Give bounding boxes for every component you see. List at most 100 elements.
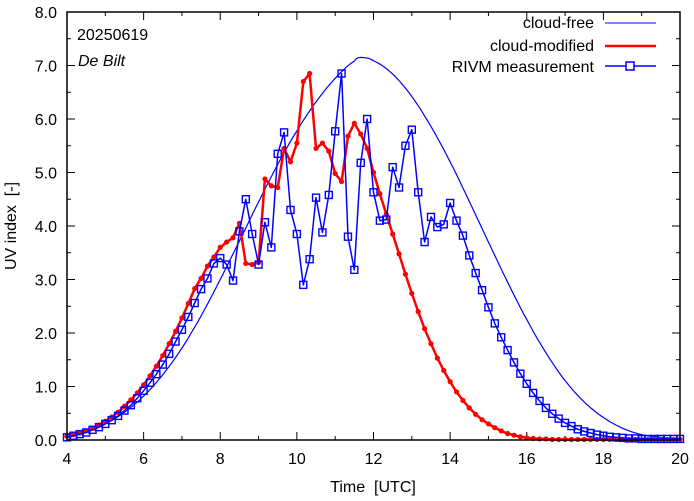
x-tick-label: 16 <box>518 451 536 468</box>
y-tick-label: 1.0 <box>35 380 57 397</box>
rivm-measurement-point <box>120 406 129 415</box>
rivm-measurement-point <box>343 232 353 241</box>
cloud-modified-point <box>524 435 530 441</box>
cloud-modified-point <box>338 178 345 185</box>
cloud-modified-point <box>211 254 217 260</box>
x-tick-label: 4 <box>63 451 72 468</box>
rivm-measurement-point <box>145 378 155 387</box>
rivm-measurement-point <box>254 260 263 269</box>
cloud-modified-point <box>172 328 179 334</box>
legend-marker-rivm-measurement <box>625 61 635 71</box>
y-tick-label: 7.0 <box>35 59 57 76</box>
rivm-measurement-point <box>203 274 212 283</box>
y-tick-label: 0.0 <box>35 433 57 450</box>
rivm-measurement-point <box>216 253 225 263</box>
cloud-modified-point <box>492 425 498 431</box>
rivm-measurement-point <box>299 280 308 290</box>
cloud-modified-point <box>447 379 453 385</box>
rivm-measurement-point <box>324 190 334 200</box>
rivm-measurement-point <box>528 388 538 398</box>
series-line-cloud-free <box>66 56 681 440</box>
y-tick-label: 4.0 <box>35 219 57 236</box>
rivm-measurement-point <box>388 162 397 172</box>
cloud-modified-point <box>434 355 440 361</box>
cloud-modified-point <box>243 260 249 267</box>
rivm-measurement-point <box>445 198 455 208</box>
x-tick-label: 20 <box>671 451 689 468</box>
cloud-modified-point <box>421 326 428 332</box>
cloud-modified-point <box>275 184 281 191</box>
rivm-measurement-point <box>535 396 544 406</box>
rivm-measurement-point <box>273 149 282 158</box>
cloud-modified-point <box>198 275 204 282</box>
rivm-measurement-point <box>152 369 161 379</box>
cloud-modified-point <box>141 382 147 388</box>
rivm-measurement-point <box>439 220 448 229</box>
series-layer <box>62 56 685 444</box>
rivm-measurement-point <box>458 231 468 240</box>
y-tick-label: 3.0 <box>35 273 57 290</box>
rivm-measurement-point <box>497 333 506 342</box>
cloud-modified-point <box>332 170 338 177</box>
cloud-modified-point <box>268 183 274 189</box>
cloud-modified-point <box>294 140 300 146</box>
cloud-modified-point <box>147 373 153 379</box>
rivm-measurement-point <box>286 205 295 215</box>
rivm-measurement-point <box>465 251 474 260</box>
rivm-measurement-point <box>490 319 500 328</box>
x-tick-label: 18 <box>594 451 612 468</box>
cloud-modified-point <box>441 367 447 374</box>
rivm-measurement-point <box>350 265 359 275</box>
rivm-measurement-point <box>164 349 174 359</box>
cloud-modified-point <box>390 231 396 237</box>
rivm-measurement-point <box>241 195 250 204</box>
rivm-measurement-point <box>407 125 417 134</box>
rivm-measurement-point <box>107 416 116 425</box>
date-annotation: 20250619 <box>77 27 148 44</box>
cloud-modified-point <box>307 70 313 77</box>
cloud-modified-point <box>224 239 230 245</box>
rivm-measurement-point <box>509 358 519 367</box>
rivm-measurement-point <box>311 193 321 202</box>
rivm-measurement-point <box>484 303 493 312</box>
cloud-modified-point <box>192 285 198 292</box>
rivm-measurement-point <box>158 360 167 369</box>
cloud-modified-point <box>166 341 172 347</box>
cloud-modified-point <box>287 159 294 165</box>
rivm-measurement-point <box>554 414 563 423</box>
legend-label-rivm-measurement: RIVM measurement <box>452 59 595 76</box>
legend: cloud-free cloud-modified RIVM measureme… <box>452 15 656 76</box>
rivm-measurement-point <box>171 337 180 346</box>
y-tick-label: 5.0 <box>35 166 57 183</box>
y-tick-label: 8.0 <box>35 5 57 22</box>
rivm-measurement-point <box>177 325 187 334</box>
cloud-modified-point <box>517 434 523 440</box>
cloud-modified-point <box>358 131 364 137</box>
cloud-modified-point <box>313 145 319 152</box>
cloud-modified-point <box>179 315 185 321</box>
cloud-modified-point <box>364 145 370 152</box>
rivm-measurement-point <box>292 229 302 239</box>
plot-frame <box>66 11 681 441</box>
y-axis-title: UV index [-] <box>3 182 20 270</box>
tick-labels: 4 6 8 10 12 14 16 18 20 0.0 1.0 2.0 3.0 4.0 5.0 6.0 7.0 8… <box>35 5 689 468</box>
x-tick-label: 12 <box>365 451 383 468</box>
rivm-measurement-point <box>113 411 123 421</box>
cloud-modified-point <box>249 261 255 268</box>
rivm-measurement-point <box>126 401 136 410</box>
cloud-modified-point <box>415 309 421 315</box>
cloud-modified-point <box>319 140 326 146</box>
cloud-modified-point <box>479 417 485 423</box>
cloud-modified-point <box>351 120 357 126</box>
rivm-measurement-point <box>452 216 461 225</box>
rivm-measurement-point <box>190 298 199 308</box>
cloud-modified-point <box>300 78 306 85</box>
cloud-modified-point <box>262 176 268 182</box>
cloud-modified-point <box>498 428 504 434</box>
cloud-modified-point <box>326 148 332 154</box>
cloud-modified-point <box>485 421 492 427</box>
rivm-measurement-point <box>330 127 340 136</box>
legend-label-cloud-free: cloud-free <box>523 15 594 32</box>
cloud-modified-point <box>345 133 351 139</box>
